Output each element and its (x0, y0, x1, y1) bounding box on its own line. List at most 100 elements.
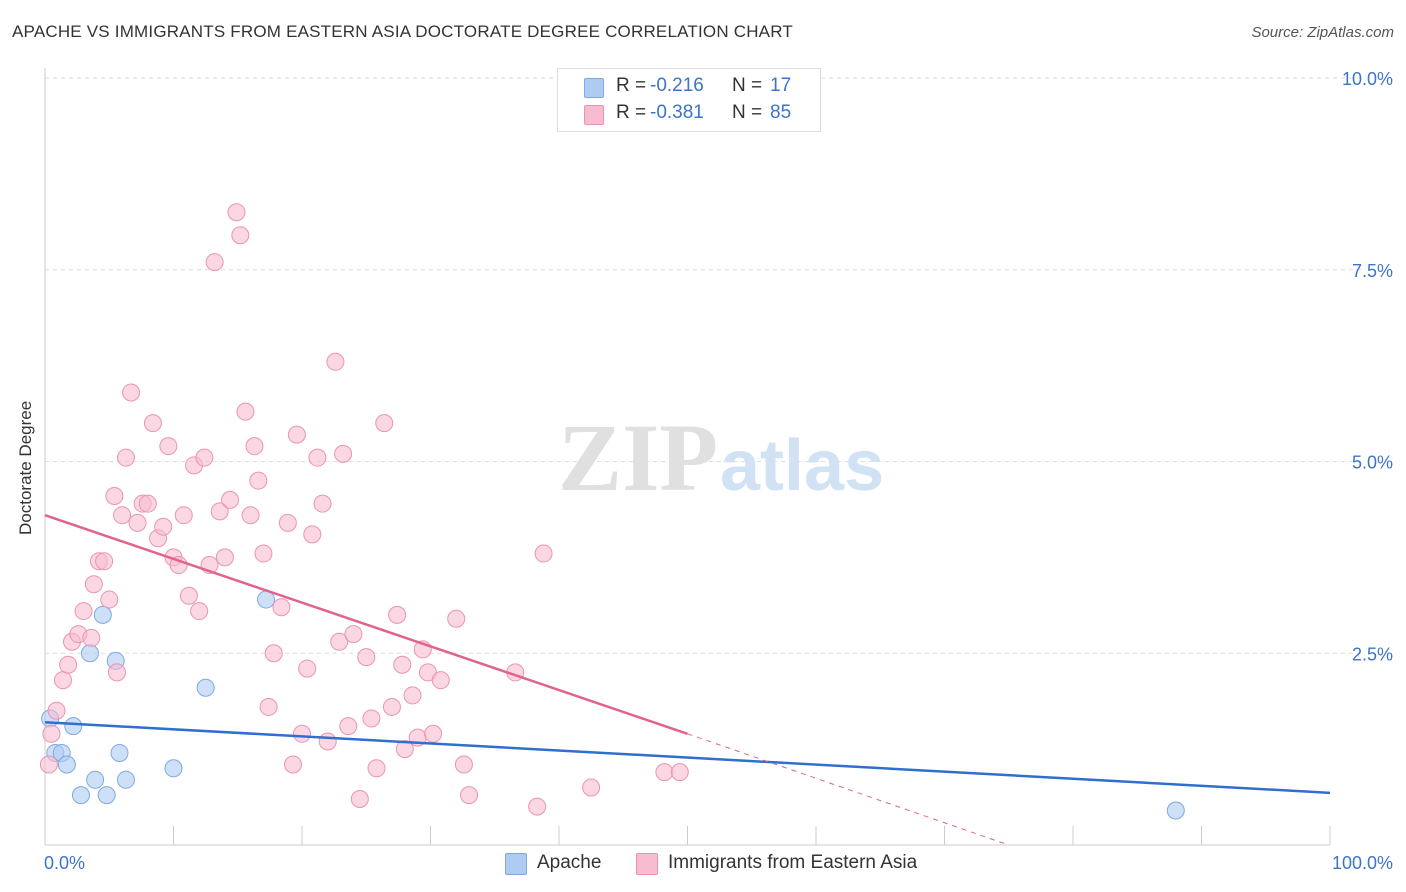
apache-point (64, 717, 83, 736)
immigrants-point (195, 448, 214, 467)
immigrants-trend-line (44, 514, 688, 735)
series-legend: Apache Immigrants from Eastern Asia (0, 852, 1406, 878)
immigrants-swatch (584, 105, 604, 125)
immigrants-point (227, 203, 246, 222)
immigrants-point (403, 686, 422, 705)
immigrants-point (215, 548, 234, 567)
y-tick-label: 5.0% (1352, 453, 1393, 473)
immigrants-point (53, 671, 72, 690)
immigrants-point (454, 755, 473, 774)
y-tick-label: 7.5% (1352, 261, 1393, 281)
immigrants-point (326, 352, 345, 371)
immigrants-point (138, 494, 157, 513)
apache-legend-swatch (505, 853, 527, 875)
apache-point (80, 644, 99, 663)
immigrants-legend-label: Immigrants from Eastern Asia (668, 852, 918, 873)
immigrants-point (284, 755, 303, 774)
immigrants-point (318, 732, 337, 751)
immigrants-point (382, 697, 401, 716)
immigrants-point (154, 517, 173, 536)
x-tick-label: 100.0% (1332, 853, 1393, 873)
data-points (39, 203, 1185, 820)
immigrants-point (205, 253, 224, 272)
apache-point (93, 605, 112, 624)
immigrants-point (122, 383, 141, 402)
immigrants-point (395, 740, 414, 759)
x-tick-label: 0.0% (44, 853, 85, 873)
immigrants-point (278, 513, 297, 532)
chart-title: APACHE VS IMMIGRANTS FROM EASTERN ASIA D… (12, 22, 793, 41)
watermark-zip: ZIP (558, 404, 718, 511)
immigrants-point (210, 502, 229, 521)
immigrants-point (308, 448, 327, 467)
tick-labels: 2.5% 5.0% 7.5% 10.0% 0.0% 100.0% (44, 69, 1393, 873)
immigrants-point (582, 778, 601, 797)
immigrants-point (59, 655, 78, 674)
apache-point (196, 678, 215, 697)
immigrants-point (42, 724, 61, 743)
n-value-immigrants: 85 (770, 102, 792, 123)
r-label: R = (616, 75, 647, 96)
immigrants-point (39, 755, 58, 774)
immigrants-point (190, 602, 209, 621)
immigrants-point (424, 724, 443, 743)
immigrants-point (100, 590, 119, 609)
immigrants-point (259, 697, 278, 716)
watermark: ZIP atlas (558, 404, 884, 511)
immigrants-point (74, 602, 93, 621)
immigrants-point (344, 625, 363, 644)
immigrants-point (231, 226, 250, 245)
immigrants-point (350, 789, 369, 808)
immigrants-point (298, 659, 317, 678)
apache-point (110, 743, 129, 762)
immigrants-point (113, 506, 132, 525)
immigrants-point (375, 414, 394, 433)
immigrants-point (116, 448, 135, 467)
immigrants-point (47, 701, 66, 720)
apache-point (86, 770, 105, 789)
y-axis-label: Doctorate Degree (16, 400, 35, 535)
apache-trend-line (44, 721, 1331, 795)
immigrants-point (174, 506, 193, 525)
immigrants-point (339, 717, 358, 736)
immigrants-point (393, 655, 412, 674)
apache-legend-label: Apache (537, 852, 602, 873)
immigrants-point (330, 632, 349, 651)
immigrants-point (303, 525, 322, 544)
apache-point (71, 786, 90, 805)
immigrants-point (254, 544, 273, 563)
immigrants-point (313, 494, 332, 513)
apache-point (1166, 801, 1185, 820)
apache-point (116, 770, 135, 789)
correlation-legend: R = -0.216 N = 17 R = -0.381 N = 85 (557, 68, 821, 132)
n-label: N = (732, 75, 763, 96)
apache-point (97, 786, 116, 805)
immigrants-point (655, 763, 674, 782)
immigrants-point (84, 575, 103, 594)
immigrants-point (528, 797, 547, 816)
immigrants-trend-extension (687, 733, 1009, 846)
immigrants-point (431, 671, 450, 690)
immigrants-point (105, 487, 124, 506)
r-value-apache: -0.216 (650, 75, 704, 96)
immigrants-point (221, 490, 240, 509)
immigrants-point (95, 552, 114, 571)
watermark-atlas: atlas (720, 426, 884, 506)
immigrants-point (82, 628, 101, 647)
immigrants-point (128, 513, 147, 532)
immigrants-point (241, 506, 260, 525)
immigrants-point (670, 763, 689, 782)
immigrants-point (245, 437, 264, 456)
immigrants-point (236, 402, 255, 421)
immigrants-point (264, 644, 283, 663)
y-tick-label: 2.5% (1352, 644, 1393, 664)
immigrants-point (179, 586, 198, 605)
trend-lines (44, 514, 1331, 846)
n-value-apache: 17 (770, 75, 792, 96)
r-value-immigrants: -0.381 (650, 102, 704, 123)
apache-point (57, 755, 76, 774)
immigrants-legend-swatch (636, 853, 658, 875)
r-label: R = (616, 102, 647, 123)
immigrants-point (534, 544, 553, 563)
